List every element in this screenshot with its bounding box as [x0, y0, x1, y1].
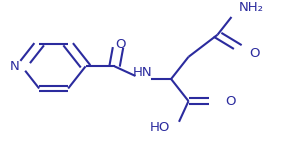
Text: O: O: [115, 38, 126, 51]
Text: O: O: [249, 47, 260, 60]
Text: HO: HO: [149, 122, 170, 134]
Text: NH₂: NH₂: [239, 1, 264, 14]
Text: O: O: [225, 95, 235, 108]
Text: HN: HN: [132, 66, 152, 79]
Text: N: N: [10, 60, 20, 73]
